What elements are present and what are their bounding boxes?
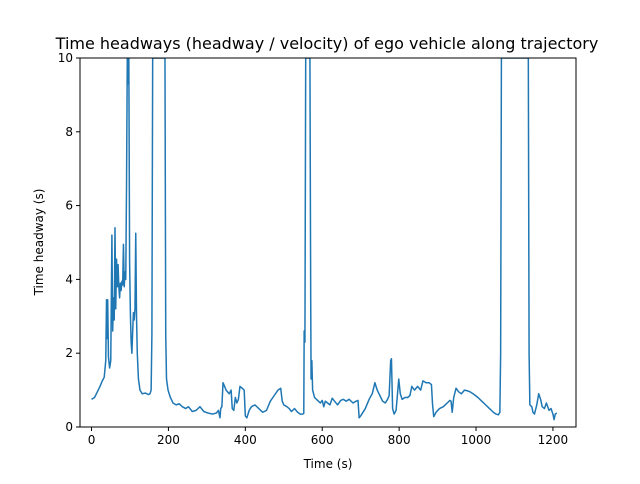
series-layer: [91, 58, 558, 421]
x-tick-label: 400: [234, 433, 257, 447]
y-tick-label: 10: [58, 51, 73, 65]
chart-title: Time headways (headway / velocity) of eg…: [55, 34, 599, 53]
y-tick-label: 8: [65, 125, 73, 139]
x-axis: 0 200 400 600 800 1000 1200: [88, 427, 568, 447]
x-tick-label: 1000: [461, 433, 492, 447]
x-tick-label: 600: [311, 433, 334, 447]
series-line-1: [91, 58, 558, 421]
y-tick-label: 0: [65, 420, 73, 434]
y-tick-label: 6: [65, 199, 73, 213]
y-axis-label: Time headway (s): [32, 189, 46, 297]
x-tick-label: 0: [88, 433, 96, 447]
x-tick-label: 1200: [538, 433, 569, 447]
x-tick-label: 800: [388, 433, 411, 447]
x-tick-label: 200: [157, 433, 180, 447]
x-axis-label: Time (s): [303, 457, 353, 471]
y-tick-label: 2: [65, 346, 73, 360]
plot-frame: [79, 57, 577, 428]
y-axis: 0 2 4 6 8 10: [58, 51, 80, 434]
y-tick-label: 4: [65, 272, 73, 286]
